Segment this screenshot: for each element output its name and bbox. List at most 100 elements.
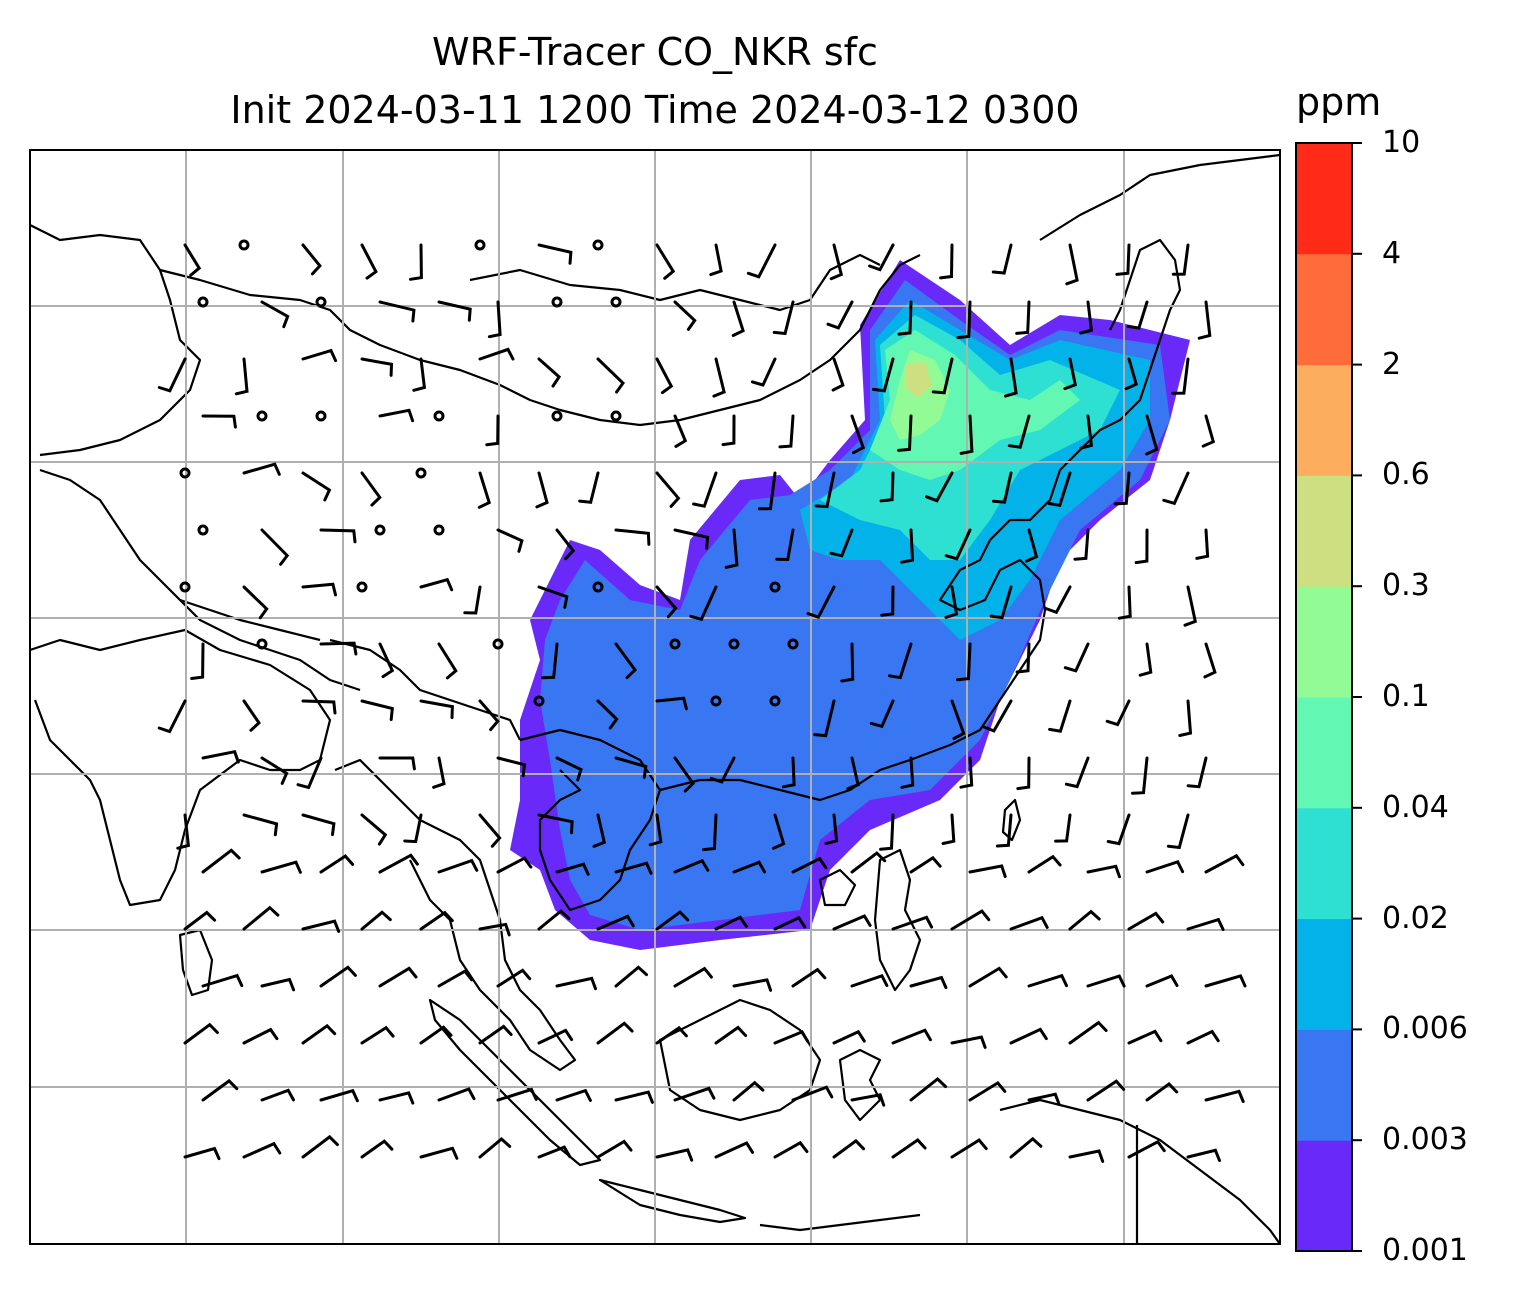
wind-barb [750,357,777,387]
wind-barb [537,1028,574,1045]
calm-wind-circle [433,410,445,422]
wind-barb [1115,243,1131,276]
wind-barb [432,756,446,789]
wind-barb [1065,243,1079,286]
wind-barb [850,414,866,455]
wind-barb [814,471,836,509]
wind-barb [1127,1139,1166,1159]
wind-barb [596,699,619,730]
calm-wind-circle [356,581,368,593]
wind-barb [956,642,972,682]
colorbar-tick-label: 0.006 [1382,1011,1468,1047]
wind-barb [1064,756,1090,789]
wind-barb [891,1138,927,1159]
wind-barb [772,813,786,850]
colorbar-tick-label: 0.3 [1382,568,1430,604]
colorbar-ticks [1352,142,1362,1252]
wind-barb [535,471,549,509]
wind-barb [1124,357,1139,391]
colorbar-tick-label: 10 [1382,125,1421,160]
wind-barb [1204,853,1245,874]
wind-barb [709,756,736,784]
wind-barb [1047,471,1072,507]
wind-barb [673,528,710,550]
wind-barb [869,699,895,729]
wind-barb [655,1148,694,1162]
wind-barb [673,1086,716,1102]
coastline-taiwan [1001,798,1022,842]
wind-barb [806,585,836,620]
wind-barb [596,1139,633,1159]
wind-barb [944,585,959,619]
wind-barb [1073,528,1090,561]
wind-barb [1027,1092,1061,1106]
wind-barb [301,919,341,933]
wind-barb [1171,243,1190,276]
wind-barb [260,756,289,785]
wind-barb [1009,1136,1043,1159]
calm-wind-circle [238,239,250,251]
wind-barb [437,642,458,680]
wind-barb [887,642,913,680]
calm-wind-circle [551,296,563,308]
wind-barb [1178,699,1193,737]
wind-barb [301,348,338,363]
wind-barb [157,357,187,393]
wind-barb [846,756,860,791]
wind-barb [1105,699,1131,727]
wind-barb [673,756,696,793]
calm-wind-circle [415,467,427,479]
calm-wind-circle [433,524,445,536]
wind-barb [419,699,454,720]
wind-barb [1162,471,1190,506]
wind-barb [260,528,290,566]
wind-barb [702,813,718,852]
wind-barb [360,243,378,280]
wind-barb [260,1088,295,1102]
colorbar-segment [1296,697,1352,809]
colorbar-segment [1296,918,1352,1030]
wind-barb [319,965,357,988]
wind-barb [1127,911,1165,931]
wind-barb [1015,300,1031,335]
map-frame [29,149,1281,1245]
wind-barb [437,300,472,322]
wind-barb [732,978,773,992]
wind-barb [537,1145,572,1159]
colorbar-segment [1296,1029,1352,1141]
colorbar-segment [1296,253,1352,366]
map-subtitle: Init 2024-03-11 1200 Time 2024-03-12 030… [230,88,1080,132]
wind-barb [1166,813,1190,850]
wind-barb [897,300,913,336]
wind-barb [791,967,827,988]
colorbar-segment [1296,364,1352,476]
calm-wind-circle [710,695,722,707]
wind-barb [991,243,1013,275]
wind-barb [260,300,290,329]
border-central-asia [30,224,202,457]
wind-barb [714,1141,754,1159]
wind-barb [496,756,527,778]
wind-barb [360,471,382,507]
wind-barb [732,1080,765,1102]
wind-barb [1203,642,1217,679]
wind-barb [614,1090,654,1104]
wind-barb [1145,414,1159,456]
wind-barb [378,966,418,988]
wind-barb [319,854,355,874]
colorbar-tick-label: 2 [1382,346,1402,382]
colorbar-tick-label: 0.04 [1382,789,1449,825]
wind-barb [201,848,241,874]
wind-barb [596,1021,634,1045]
wind-barb [813,699,836,738]
calm-wind-circle [315,296,327,308]
wind-barb [555,1088,592,1102]
coastline-south-asia [30,628,332,907]
border-afghanistan [39,468,321,642]
wind-barb [941,813,956,845]
wind-barb [478,347,515,361]
wind-barb [378,642,395,679]
wind-barb [772,300,795,336]
wind-barb [183,910,217,931]
coastline-indochina [334,758,577,1072]
